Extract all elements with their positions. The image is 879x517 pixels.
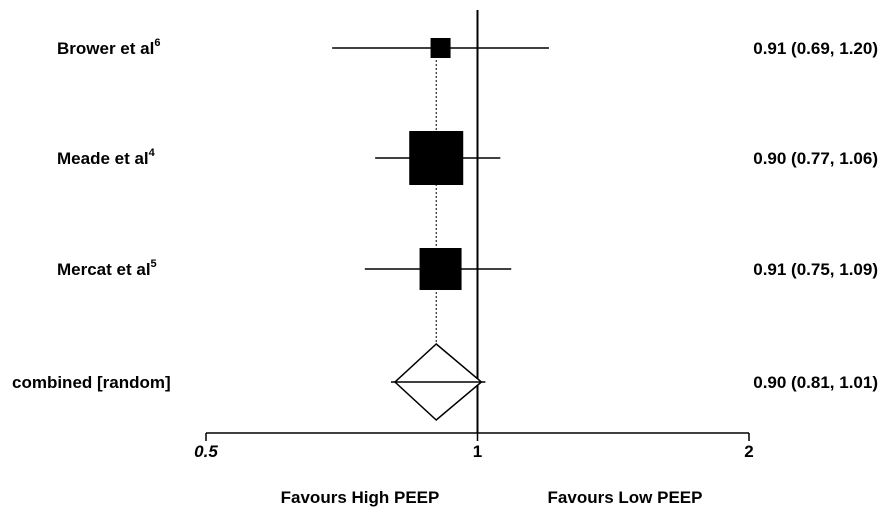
- effect-ci-text: 0.90 (0.77, 1.06): [753, 149, 878, 168]
- study-label: Mercat et al5: [57, 258, 157, 279]
- study-row: Brower et al6 0.91 (0.69, 1.20): [57, 37, 878, 58]
- study-row: Mercat et al5 0.91 (0.75, 1.09): [57, 248, 878, 290]
- effect-ci-text: 0.91 (0.75, 1.09): [753, 260, 878, 279]
- study-row: Meade et al4 0.90 (0.77, 1.06): [57, 131, 878, 185]
- point-estimate-square: [419, 248, 462, 290]
- point-estimate-square: [430, 38, 451, 58]
- x-axis: 0.5 1 2: [194, 432, 754, 461]
- favours-low-peep-label: Favours Low PEEP: [548, 488, 703, 507]
- x-tick-label: 1: [473, 442, 482, 461]
- point-estimate-square: [409, 131, 464, 185]
- study-label: Brower et al6: [57, 37, 160, 58]
- favours-high-peep-label: Favours High PEEP: [281, 488, 440, 507]
- study-label: Meade et al4: [57, 147, 156, 168]
- x-tick-label: 2: [744, 442, 753, 461]
- pooled-label: combined [random]: [12, 373, 171, 392]
- x-tick-label: 0.5: [194, 442, 218, 461]
- pooled-row: combined [random] 0.90 (0.81, 1.01): [12, 343, 878, 421]
- pooled-ci-text: 0.90 (0.81, 1.01): [753, 373, 878, 392]
- effect-ci-text: 0.91 (0.69, 1.20): [753, 39, 878, 58]
